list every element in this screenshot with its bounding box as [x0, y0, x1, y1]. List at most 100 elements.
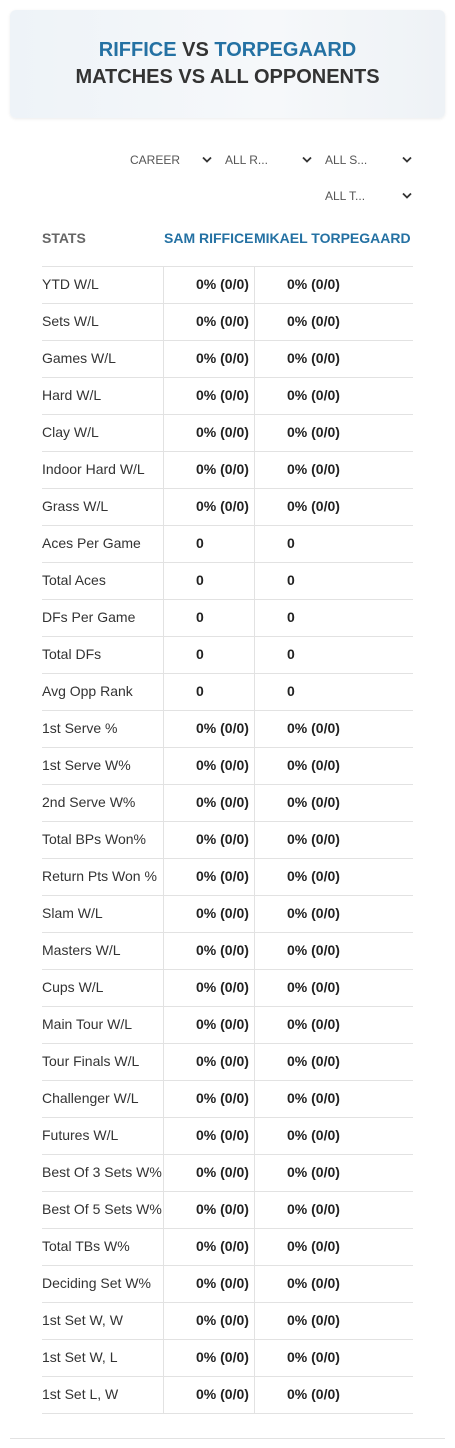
filter-label: ALL S... [325, 153, 368, 167]
filter-dropdown[interactable]: ALL T... [325, 188, 415, 204]
stat-value: 0% (0/0) [196, 794, 249, 810]
stat-label: Games W/L [42, 350, 116, 366]
stat-value: 0% (0/0) [287, 1349, 340, 1365]
stat-label: Indoor Hard W/L [42, 461, 145, 477]
row-divider [42, 1413, 413, 1414]
stat-value: 0 [196, 572, 204, 588]
stat-value: 0% (0/0) [196, 1275, 249, 1291]
stat-value: 0% (0/0) [196, 1164, 249, 1180]
stat-value: 0 [196, 683, 204, 699]
stat-label: Avg Opp Rank [42, 683, 133, 699]
row-divider [42, 414, 413, 415]
stat-value: 0% (0/0) [196, 1312, 249, 1328]
stat-value: 0% (0/0) [196, 1201, 249, 1217]
row-divider [42, 747, 413, 748]
stat-label: Aces Per Game [42, 535, 141, 551]
stat-value: 0% (0/0) [287, 720, 340, 736]
row-divider [42, 1006, 413, 1007]
stat-value: 0% (0/0) [196, 868, 249, 884]
row-divider [42, 858, 413, 859]
row-divider [42, 1117, 413, 1118]
stat-value: 0% (0/0) [196, 720, 249, 736]
stat-value: 0% (0/0) [196, 1238, 249, 1254]
player1-name: RIFFICE [98, 39, 177, 61]
row-divider [42, 895, 413, 896]
filter-dropdown[interactable]: ALL S... [325, 152, 415, 168]
stat-label: 1st Serve W% [42, 757, 131, 773]
stat-label: Masters W/L [42, 942, 121, 958]
row-divider [42, 821, 413, 822]
stat-value: 0% (0/0) [287, 1312, 340, 1328]
stat-label: Total BPs Won% [42, 831, 147, 847]
stat-label: 1st Set W, L [42, 1349, 118, 1365]
stat-value: 0 [287, 572, 295, 588]
stat-value: 0% (0/0) [196, 387, 249, 403]
stat-value: 0% (0/0) [196, 1127, 249, 1143]
row-divider [42, 1080, 413, 1081]
row-divider [42, 451, 413, 452]
row-divider [42, 599, 413, 600]
stat-value: 0% (0/0) [196, 942, 249, 958]
stat-label: Best Of 5 Sets W% [42, 1201, 162, 1217]
stat-value: 0% (0/0) [196, 313, 249, 329]
stat-label: Deciding Set W% [42, 1275, 151, 1291]
stat-label: 2nd Serve W% [42, 794, 136, 810]
stat-value: 0% (0/0) [287, 1090, 340, 1106]
stat-label: Return Pts Won % [42, 868, 157, 884]
stat-value: 0% (0/0) [287, 1053, 340, 1069]
stat-value: 0% (0/0) [287, 942, 340, 958]
player2-name: TORPEGAARD [214, 39, 357, 61]
filter-dropdown[interactable]: ALL R... [225, 152, 315, 168]
column-header: STATS [42, 230, 86, 246]
row-divider [42, 1376, 413, 1377]
row-divider [42, 784, 413, 785]
row-divider [42, 525, 413, 526]
stat-value: 0 [287, 683, 295, 699]
stat-value: 0% (0/0) [287, 1201, 340, 1217]
stat-value: 0% (0/0) [287, 498, 340, 514]
stat-label: Challenger W/L [42, 1090, 139, 1106]
row-divider [42, 1191, 413, 1192]
stat-value: 0% (0/0) [196, 350, 249, 366]
row-divider [42, 377, 413, 378]
row-divider [42, 710, 413, 711]
column-header: MIKAEL TORPEGAARD [254, 230, 411, 246]
stat-label: YTD W/L [42, 276, 99, 292]
stat-value: 0% (0/0) [287, 979, 340, 995]
stat-label: Tour Finals W/L [42, 1053, 140, 1069]
stat-value: 0% (0/0) [196, 1053, 249, 1069]
stat-value: 0% (0/0) [287, 387, 340, 403]
row-divider [42, 932, 413, 933]
footer-divider [10, 1438, 445, 1439]
stat-value: 0% (0/0) [196, 1016, 249, 1032]
stat-value: 0% (0/0) [196, 424, 249, 440]
stat-value: 0% (0/0) [196, 498, 249, 514]
stat-label: Total TBs W% [42, 1238, 130, 1254]
stat-label: Sets W/L [42, 313, 99, 329]
stat-value: 0% (0/0) [196, 831, 249, 847]
stat-label: Main Tour W/L [42, 1016, 132, 1032]
stat-value: 0% (0/0) [196, 461, 249, 477]
page-title: RIFFICE VS TORPEGAARD MATCHES VS ALL OPP… [10, 37, 445, 91]
stat-value: 0% (0/0) [196, 1090, 249, 1106]
column-divider [163, 266, 164, 1413]
stat-value: 0% (0/0) [287, 831, 340, 847]
stat-label: Clay W/L [42, 424, 99, 440]
row-divider [42, 969, 413, 970]
filter-dropdown[interactable]: CAREER [130, 152, 215, 168]
stat-value: 0% (0/0) [196, 1386, 249, 1402]
stat-value: 0% (0/0) [287, 1275, 340, 1291]
stat-value: 0% (0/0) [287, 461, 340, 477]
stat-value: 0% (0/0) [287, 313, 340, 329]
chevron-icon [202, 156, 212, 163]
chevron-icon [402, 156, 412, 163]
chevron-icon [402, 192, 412, 199]
column-divider [254, 266, 255, 1413]
stat-value: 0% (0/0) [287, 905, 340, 921]
stat-value: 0% (0/0) [196, 905, 249, 921]
stat-value: 0% (0/0) [287, 868, 340, 884]
stat-label: 1st Serve % [42, 720, 118, 736]
stat-value: 0% (0/0) [287, 757, 340, 773]
stat-value: 0% (0/0) [196, 757, 249, 773]
